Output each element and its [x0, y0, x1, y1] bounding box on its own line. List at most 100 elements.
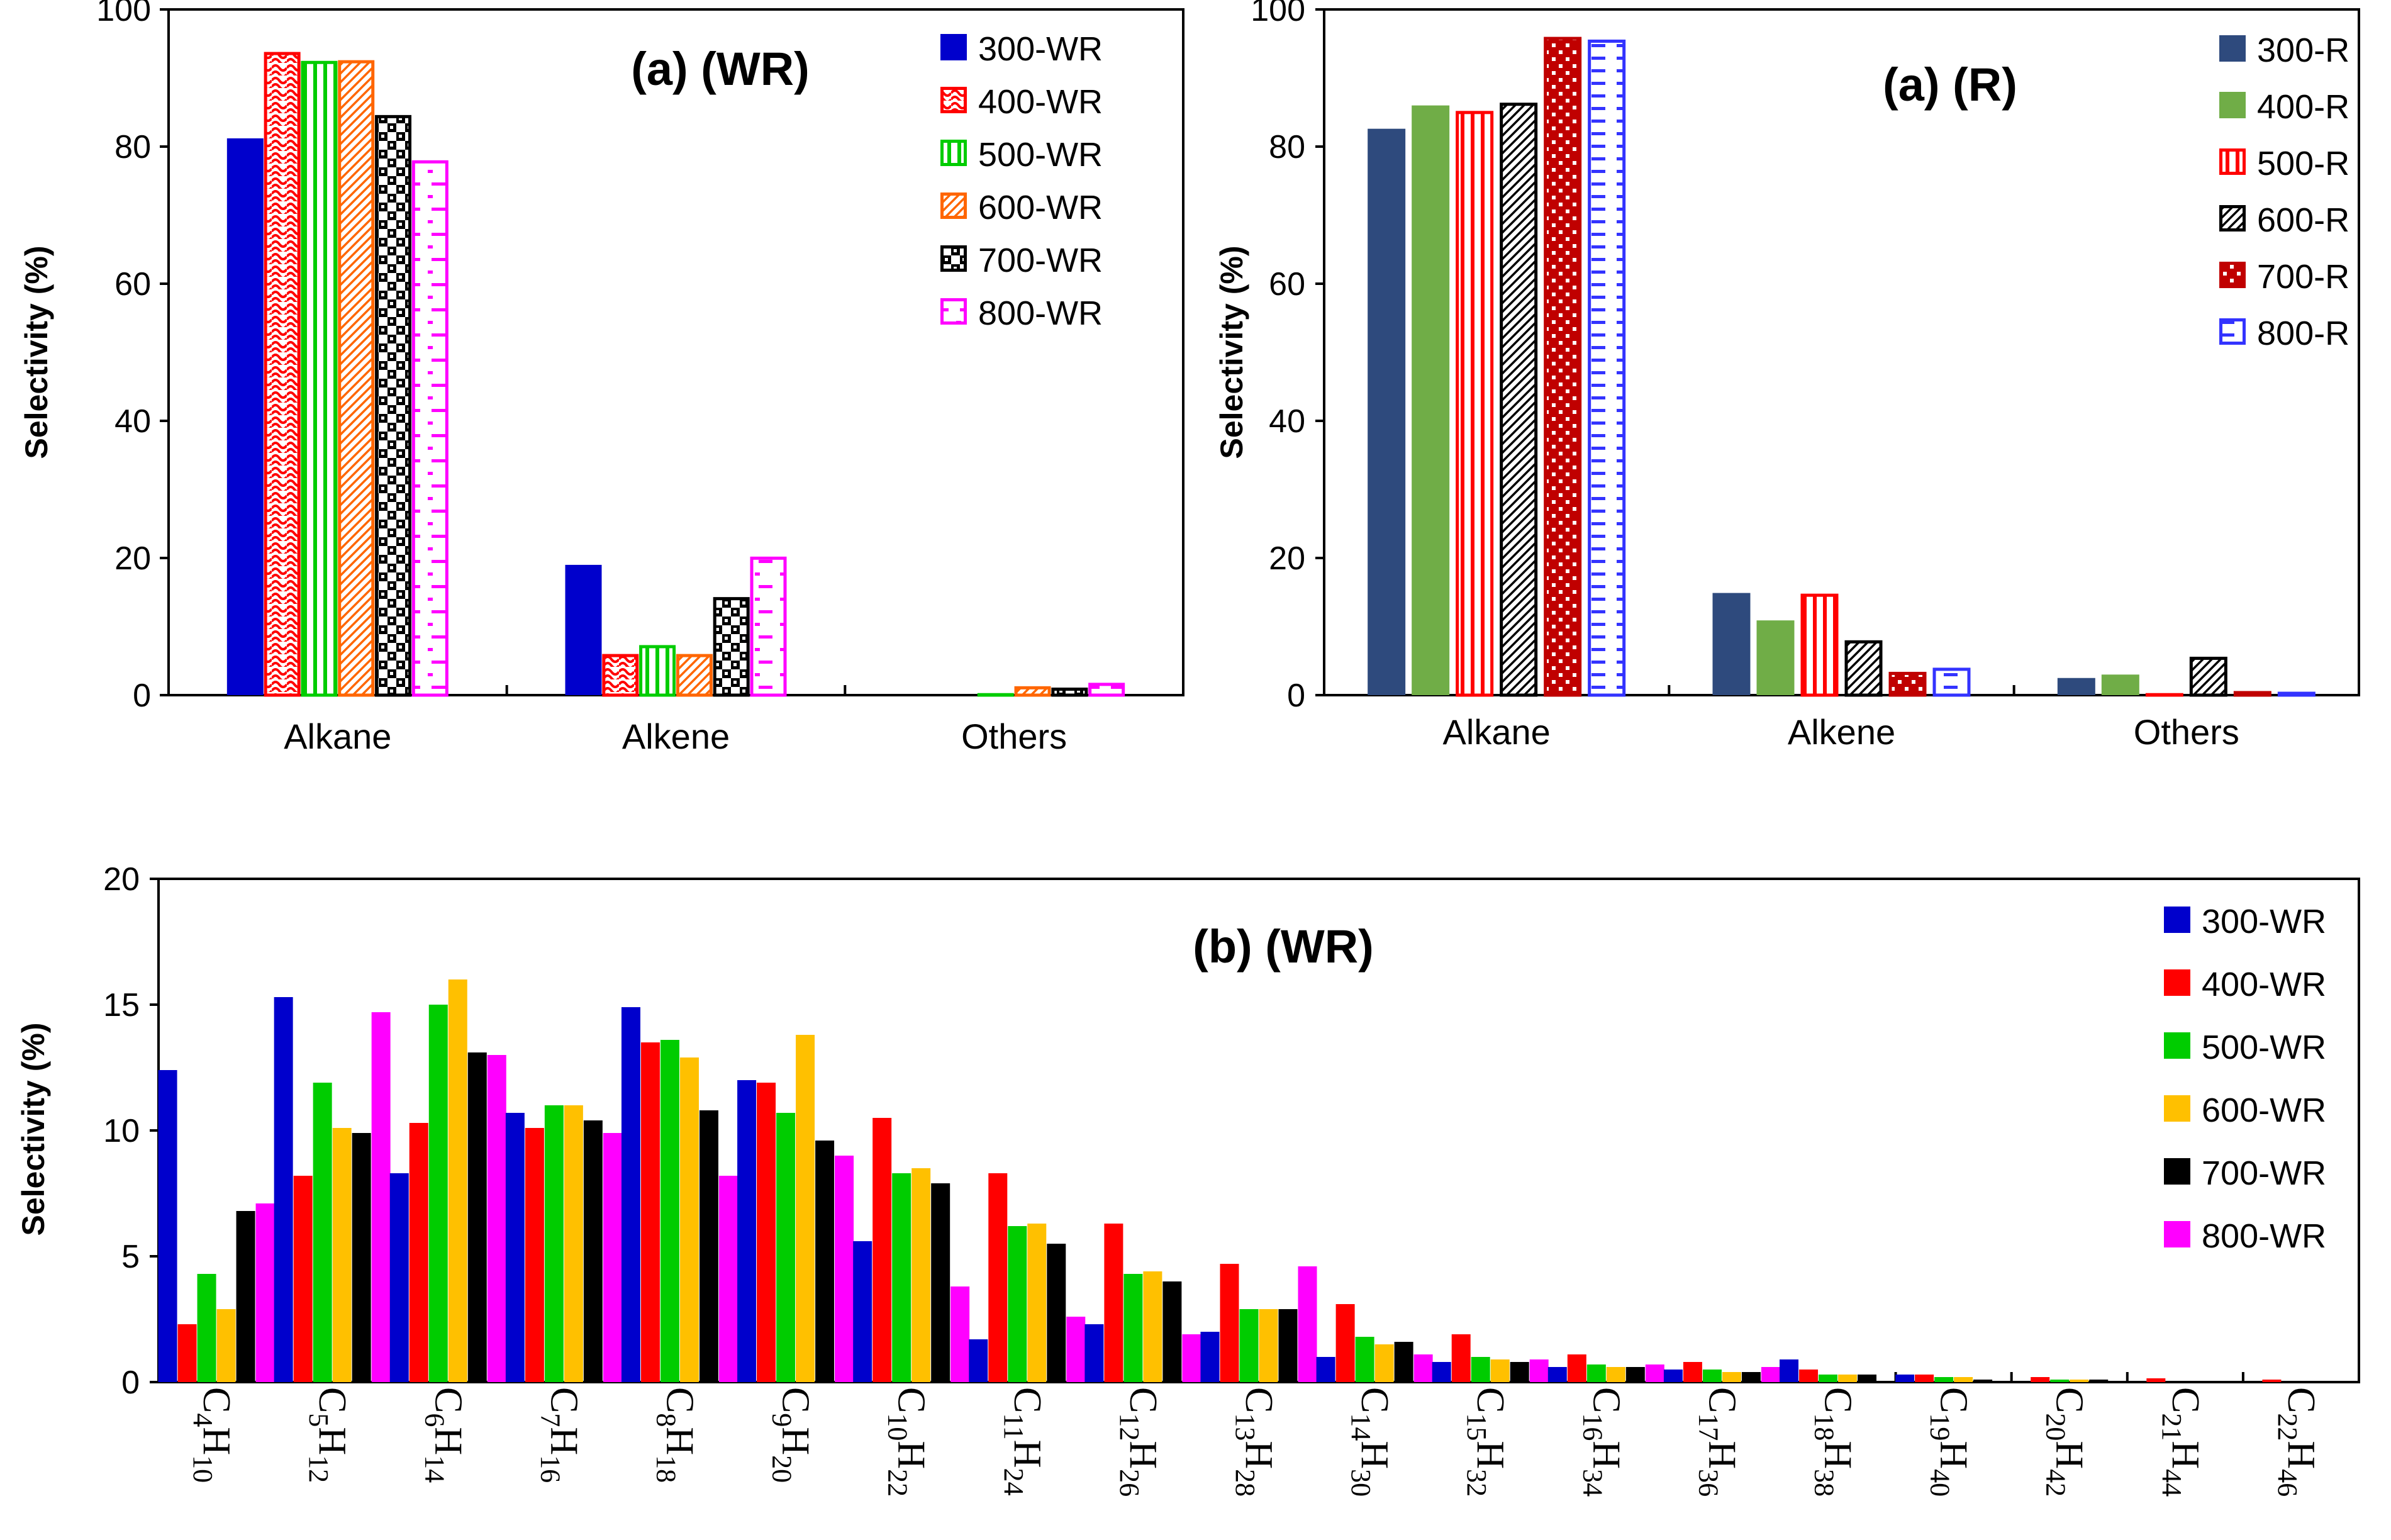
category-label-c19h40: C19H40 — [1925, 1387, 1975, 1497]
bar-300-wr-c19h40 — [1895, 1375, 1915, 1382]
category-label-c10h22: C10H22 — [883, 1387, 933, 1497]
legend-swatch-600-wr — [2164, 1095, 2190, 1122]
legend-swatch-800-r — [2219, 318, 2246, 345]
bar-500-wr-c11h24 — [1008, 1226, 1027, 1382]
bar-500-wr-alkane — [301, 60, 338, 697]
y-tick-label: 20 — [114, 540, 151, 577]
legend-label-800-r: 800-R — [2257, 315, 2349, 352]
bar-800-wr-c17h36 — [1761, 1367, 1780, 1382]
bar-800-wr-c11h24 — [1066, 1317, 1086, 1382]
bar-500-wr-c18h38 — [1819, 1375, 1838, 1382]
bar-500-wr-c12h26 — [1123, 1274, 1143, 1382]
bar-400-wr-c11h24 — [988, 1173, 1008, 1382]
bar-800-wr-alkene — [750, 556, 787, 697]
bar-700-wr-c20h42 — [2089, 1380, 2109, 1382]
bar-500-r-alkene — [1800, 593, 1839, 697]
bar-700-wr-c8h18 — [699, 1110, 718, 1382]
bar-700-wr-others — [1051, 688, 1088, 697]
y-tick-label: 0 — [1287, 678, 1305, 714]
bar-800-wr-others — [1088, 683, 1125, 697]
category-label-c18h38: C18H38 — [1809, 1387, 1859, 1497]
bar-300-wr-c16h34 — [1547, 1367, 1567, 1382]
bar-600-wr-c9h20 — [796, 1035, 815, 1382]
category-label-c5h12: C5H12 — [303, 1387, 354, 1483]
bar-600-wr-c19h40 — [1954, 1377, 1973, 1382]
bar-800-wr-c14h30 — [1413, 1354, 1433, 1382]
bar-600-wr-alkene — [676, 654, 713, 697]
bar-400-wr-c12h26 — [1104, 1224, 1123, 1382]
bar-500-wr-c8h18 — [660, 1040, 679, 1382]
bar-700-wr-c15h32 — [1510, 1362, 1529, 1382]
bar-700-wr-c6h14 — [467, 1052, 487, 1382]
category-label-c4h10: C4H10 — [187, 1387, 238, 1483]
bar-800-wr-c16h34 — [1645, 1364, 1664, 1382]
bar-700-r-alkene — [1888, 671, 1927, 697]
legend-swatch-400-wr — [940, 87, 967, 113]
bar-500-wr-c6h14 — [428, 1005, 448, 1382]
y-tick-label: 80 — [114, 129, 151, 165]
bar-800-wr-c13h28 — [1298, 1266, 1317, 1382]
bar-600-wr-c10h22 — [911, 1168, 931, 1382]
category-label-alkane: Alkane — [284, 717, 391, 756]
legend-swatch-700-r — [2219, 262, 2246, 288]
legend-label-800-wr: 800-WR — [978, 294, 1103, 332]
bar-400-wr-c14h30 — [1335, 1304, 1355, 1382]
y-axis-label: Selectivity (%) — [19, 245, 54, 459]
legend-label-500-wr: 500-WR — [2202, 1029, 2326, 1066]
bar-700-wr-c11h24 — [1047, 1244, 1066, 1382]
plot-frame — [1323, 8, 2360, 696]
legend-label-700-wr: 700-WR — [978, 242, 1103, 279]
bar-400-wr-c20h42 — [2031, 1377, 2050, 1382]
y-tick-label: 5 — [121, 1239, 140, 1275]
bar-400-wr-c15h32 — [1451, 1334, 1471, 1382]
y-tick-label: 20 — [103, 861, 140, 898]
bar-500-r-alkane — [1456, 111, 1494, 697]
chart-title: (b) (WR) — [1193, 920, 1374, 973]
bar-300-r-alkene — [1712, 593, 1751, 695]
bar-300-wr-c12h26 — [1084, 1324, 1104, 1382]
bar-600-wr-c17h36 — [1722, 1372, 1741, 1382]
chart-title: (a) (WR) — [631, 43, 810, 95]
bar-300-wr-alkene — [565, 564, 602, 695]
category-label-c15h32: C15H32 — [1461, 1387, 1512, 1497]
y-axis-label: Selectivity (%) — [16, 1022, 51, 1236]
bar-700-wr-c19h40 — [1973, 1380, 1993, 1382]
category-label-alkene: Alkene — [622, 717, 730, 756]
category-label-c22h46: C22H46 — [2272, 1387, 2322, 1497]
category-label-others: Others — [2134, 712, 2239, 752]
bar-600-wr-c16h34 — [1606, 1367, 1625, 1382]
bar-600-wr-alkane — [338, 60, 375, 697]
bar-800-wr-c15h32 — [1529, 1359, 1549, 1382]
bar-500-wr-alkene — [639, 645, 676, 697]
chart-a-wr: 0 20 40 60 80 100 Alkane Alkene Others Selectivit… — [19, 0, 1184, 756]
bar-500-wr-c10h22 — [892, 1173, 911, 1382]
y-tick-label: 40 — [114, 403, 151, 440]
bar-400-wr-c21h44 — [2146, 1378, 2166, 1382]
category-label-c21h44: C21H44 — [2156, 1387, 2207, 1497]
bar-400-r-others — [2101, 674, 2139, 695]
bar-700-wr-c13h28 — [1278, 1309, 1298, 1382]
bar-600-wr-c15h32 — [1490, 1359, 1510, 1382]
bar-700-wr-c4h10 — [236, 1211, 255, 1382]
bar-700-wr-c14h30 — [1394, 1342, 1413, 1382]
category-label-c9h20: C9H20 — [767, 1387, 817, 1483]
bar-300-wr-c14h30 — [1316, 1357, 1335, 1382]
bar-500-wr-c4h10 — [197, 1274, 216, 1382]
legend-swatch-700-wr — [2164, 1158, 2190, 1185]
legend-swatch-400-r — [2219, 92, 2246, 118]
bar-800-r-others — [2277, 691, 2316, 697]
legend-label-300-wr: 300-WR — [978, 30, 1103, 68]
chart-a-r: 0 20 40 60 80 100 Alkane Alkene Others Selectivit… — [1214, 0, 2360, 752]
category-label-c12h26: C12H26 — [1114, 1387, 1164, 1497]
y-tick-label: 10 — [103, 1113, 140, 1149]
bar-600-wr-c7h16 — [564, 1105, 583, 1382]
bar-700-wr-c5h12 — [352, 1133, 371, 1382]
y-tick-label: 100 — [96, 0, 151, 28]
category-label-others: Others — [961, 717, 1067, 756]
bar-700-wr-c18h38 — [1858, 1375, 1877, 1382]
bar-400-wr-c6h14 — [409, 1123, 428, 1382]
legend-label-400-r: 400-R — [2257, 88, 2349, 126]
legend-swatch-300-r — [2219, 35, 2246, 62]
bar-600-wr-c14h30 — [1374, 1344, 1394, 1382]
legend-label-700-wr: 700-WR — [2202, 1154, 2326, 1192]
